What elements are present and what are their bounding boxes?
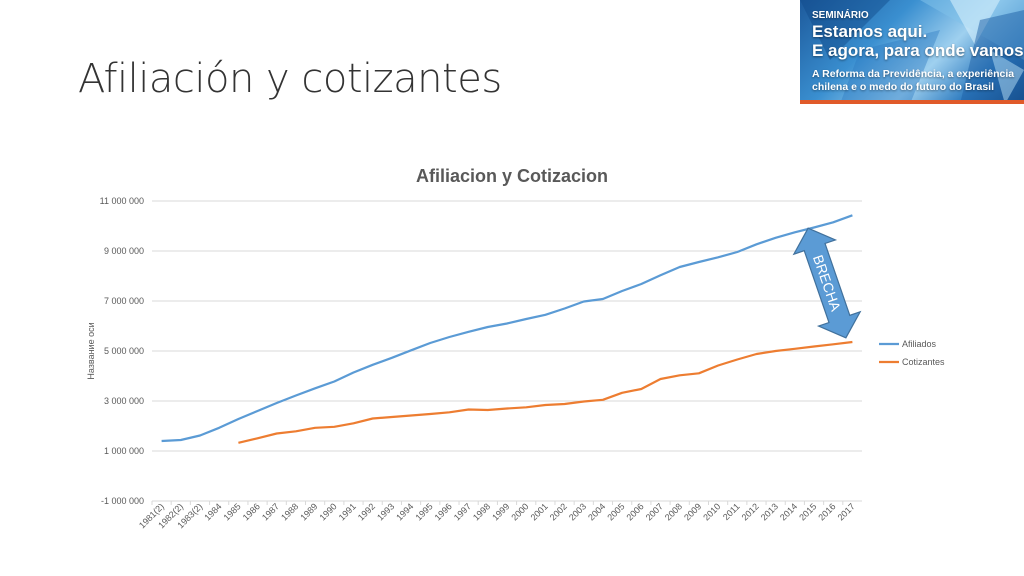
- x-tick-label: 2014: [778, 501, 799, 522]
- x-tick-label: 2005: [605, 501, 626, 522]
- brecha-double-arrow: [792, 227, 862, 339]
- y-tick-label: -1 000 000: [101, 496, 144, 506]
- x-tick-label: 2007: [644, 501, 665, 522]
- x-tick-label: 2001: [529, 501, 550, 522]
- banner-subtitle-1: A Reforma da Previdência, a experiência: [812, 68, 1015, 80]
- series-line-cotizantes: [238, 340, 853, 444]
- banner-kicker: SEMINÁRIO: [812, 10, 869, 21]
- x-tick-label: 2006: [625, 501, 646, 522]
- x-tick-label: 1996: [433, 501, 454, 522]
- x-tick-label: 1989: [298, 501, 319, 522]
- x-tick-label: 2003: [567, 501, 588, 522]
- banner-accent-bar: [800, 100, 1024, 104]
- slide-title: Afiliación y cotizantes: [78, 56, 502, 102]
- x-tick-label: 1998: [471, 501, 492, 522]
- x-tick-label: 1987: [260, 501, 281, 522]
- y-axis-label: Название оси: [86, 322, 96, 379]
- chart-title: Afiliacion y Cotizacion: [416, 166, 608, 186]
- x-tick-label: 2011: [721, 501, 742, 522]
- x-tick-label: 2002: [548, 501, 569, 522]
- series-line-afiliados: [161, 214, 853, 443]
- x-tick-label: 1992: [356, 501, 377, 522]
- legend-label-cotizantes: Cotizantes: [902, 357, 945, 367]
- x-tick-label: 2008: [663, 501, 684, 522]
- x-tick-label: 2009: [682, 501, 703, 522]
- brecha-annotation: BRECHA: [792, 227, 862, 339]
- x-tick-label: 1986: [241, 501, 262, 522]
- y-tick-label: 1 000 000: [104, 446, 144, 456]
- x-tick-label: 2013: [759, 501, 780, 522]
- x-tick-label: 1994: [394, 501, 415, 522]
- banner-headline-2: E agora, para onde vamos?: [812, 41, 1024, 60]
- y-tick-label: 5 000 000: [104, 346, 144, 356]
- banner-headline-1: Estamos aqui.: [812, 22, 928, 41]
- x-tick-label: 1988: [279, 501, 300, 522]
- x-tick-label: 1985: [222, 501, 243, 522]
- y-tick-label: 11 000 000: [100, 196, 144, 206]
- x-tick-label: 2000: [509, 501, 530, 522]
- legend-label-afiliados: Afiliados: [902, 339, 937, 349]
- y-tick-label: 9 000 000: [104, 246, 144, 256]
- x-tick-label: 1991: [337, 501, 358, 522]
- x-tick-label: 2012: [740, 501, 761, 522]
- x-tick-label: 1993: [375, 501, 396, 522]
- x-tick-label: 1984: [202, 501, 223, 522]
- banner-background-pattern: [800, 0, 1024, 104]
- seminar-banner: SEMINÁRIO Estamos aqui. E agora, para on…: [800, 0, 1024, 104]
- x-tick-label: 2004: [586, 501, 607, 522]
- x-tick-label: 1990: [317, 501, 338, 522]
- x-tick-label: 1995: [413, 501, 434, 522]
- x-tick-label: 2017: [836, 501, 857, 522]
- x-tick-label: 2015: [797, 501, 818, 522]
- x-tick-label: 2016: [816, 501, 837, 522]
- x-tick-label: 1997: [452, 501, 473, 522]
- x-tick-label: 2010: [701, 501, 722, 522]
- banner-subtitle-2: chilena e o medo do futuro do Brasil: [812, 81, 995, 93]
- y-tick-label: 7 000 000: [104, 296, 144, 306]
- x-tick-label: 1999: [490, 501, 511, 522]
- y-tick-label: 3 000 000: [104, 396, 144, 406]
